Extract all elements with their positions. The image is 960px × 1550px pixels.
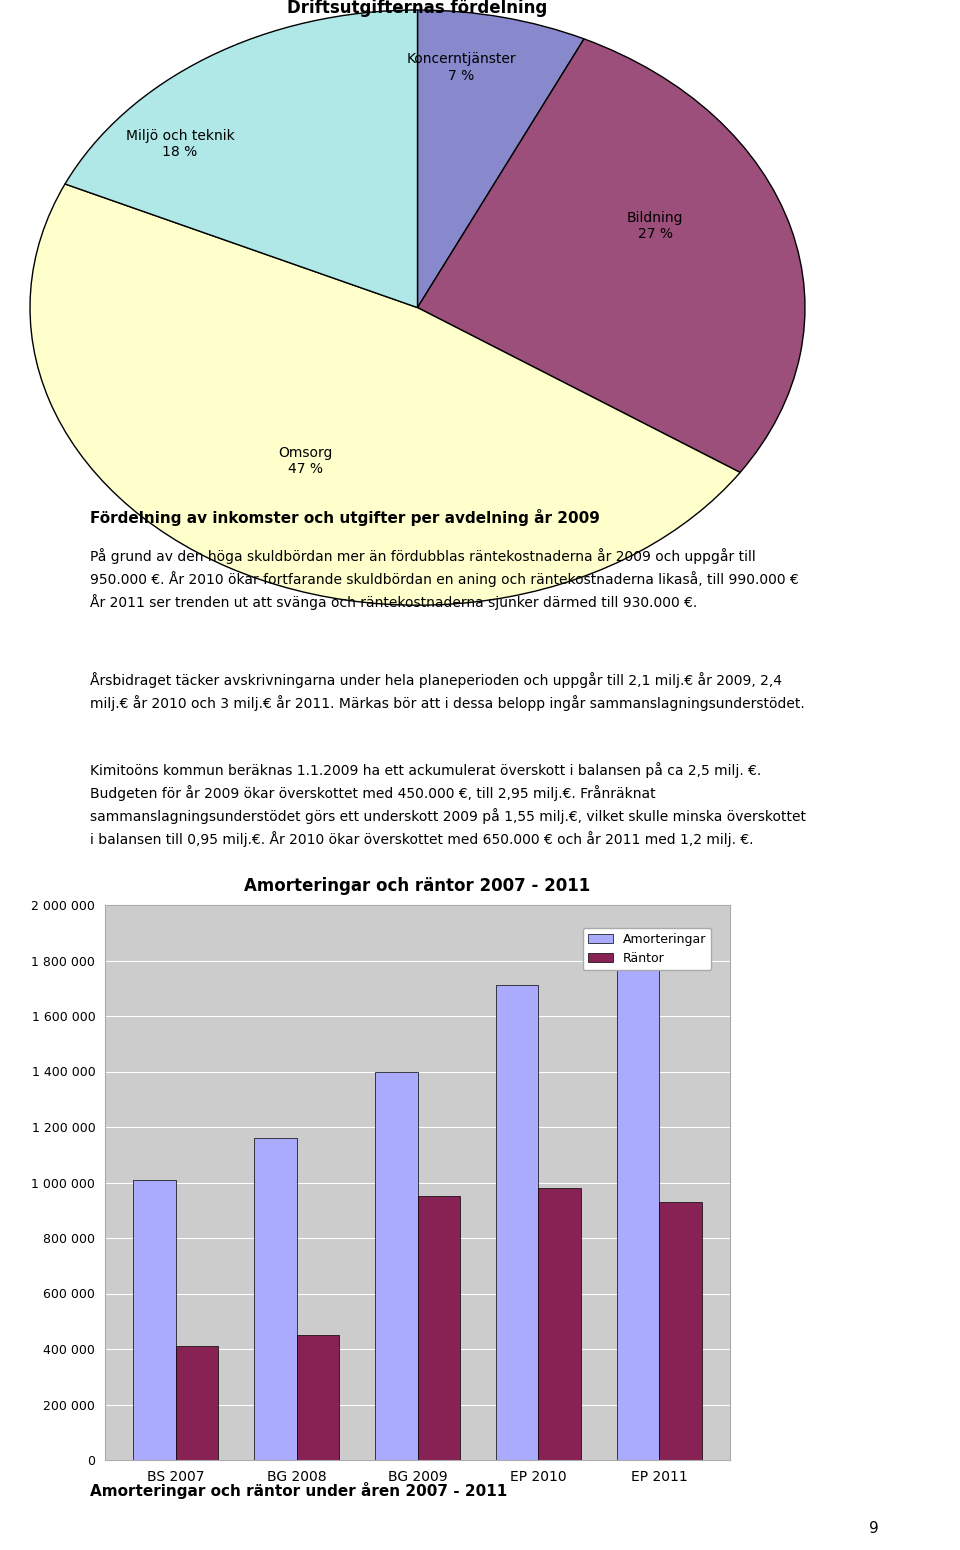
Wedge shape: [30, 184, 740, 604]
Bar: [254, 1138, 297, 1460]
Text: Miljö och teknik
18 %: Miljö och teknik 18 %: [126, 129, 234, 160]
Text: Bildning
27 %: Bildning 27 %: [627, 211, 684, 242]
Text: Amorteringar och räntor under åren 2007 - 2011: Amorteringar och räntor under åren 2007 …: [90, 1482, 507, 1499]
Bar: [617, 961, 660, 1460]
Text: Omsorg
47 %: Omsorg 47 %: [277, 446, 332, 476]
Text: Koncerntjänster
7 %: Koncerntjänster 7 %: [406, 53, 516, 82]
Bar: [660, 1201, 702, 1460]
Bar: [176, 1347, 218, 1460]
Title: Amorteringar och räntor 2007 - 2011: Amorteringar och räntor 2007 - 2011: [245, 877, 590, 894]
Text: Kimitoöns kommun beräknas 1.1.2009 ha ett ackumulerat överskott i balansen på ca: Kimitoöns kommun beräknas 1.1.2009 ha et…: [90, 763, 806, 848]
Wedge shape: [65, 9, 418, 307]
Text: På grund av den höga skuldbördan mer än fördubblas räntekostnaderna år 2009 och : På grund av den höga skuldbördan mer än …: [90, 549, 799, 611]
Text: Fördelning av inkomster och utgifter per avdelning år 2009: Fördelning av inkomster och utgifter per…: [90, 508, 600, 525]
Title: Driftsutgifternas fördelning: Driftsutgifternas fördelning: [287, 0, 547, 17]
Bar: [539, 1187, 581, 1460]
Wedge shape: [418, 39, 805, 473]
Bar: [418, 1197, 460, 1460]
Wedge shape: [418, 9, 584, 307]
Bar: [133, 1180, 176, 1460]
Text: Årsbidraget täcker avskrivningarna under hela planeperioden och uppgår till 2,1 : Årsbidraget täcker avskrivningarna under…: [90, 673, 804, 711]
Legend: Amorteringar, Räntor: Amorteringar, Räntor: [583, 928, 711, 970]
Bar: [375, 1071, 418, 1460]
Text: 9: 9: [869, 1521, 878, 1536]
Bar: [297, 1335, 339, 1460]
Bar: [496, 986, 539, 1460]
